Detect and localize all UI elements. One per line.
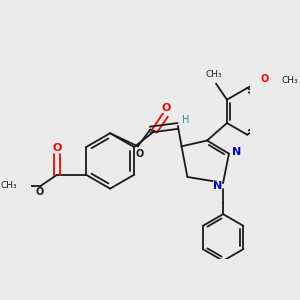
Text: N: N: [232, 147, 241, 157]
Text: O: O: [35, 187, 44, 197]
Text: O: O: [52, 143, 62, 153]
Text: O: O: [260, 74, 269, 83]
Text: O: O: [135, 148, 143, 159]
Text: N: N: [213, 181, 222, 191]
Text: CH₃: CH₃: [1, 181, 17, 190]
Text: H: H: [182, 115, 189, 125]
Text: O: O: [161, 103, 171, 113]
Text: CH₃: CH₃: [206, 70, 222, 80]
Text: CH₃: CH₃: [282, 76, 298, 85]
